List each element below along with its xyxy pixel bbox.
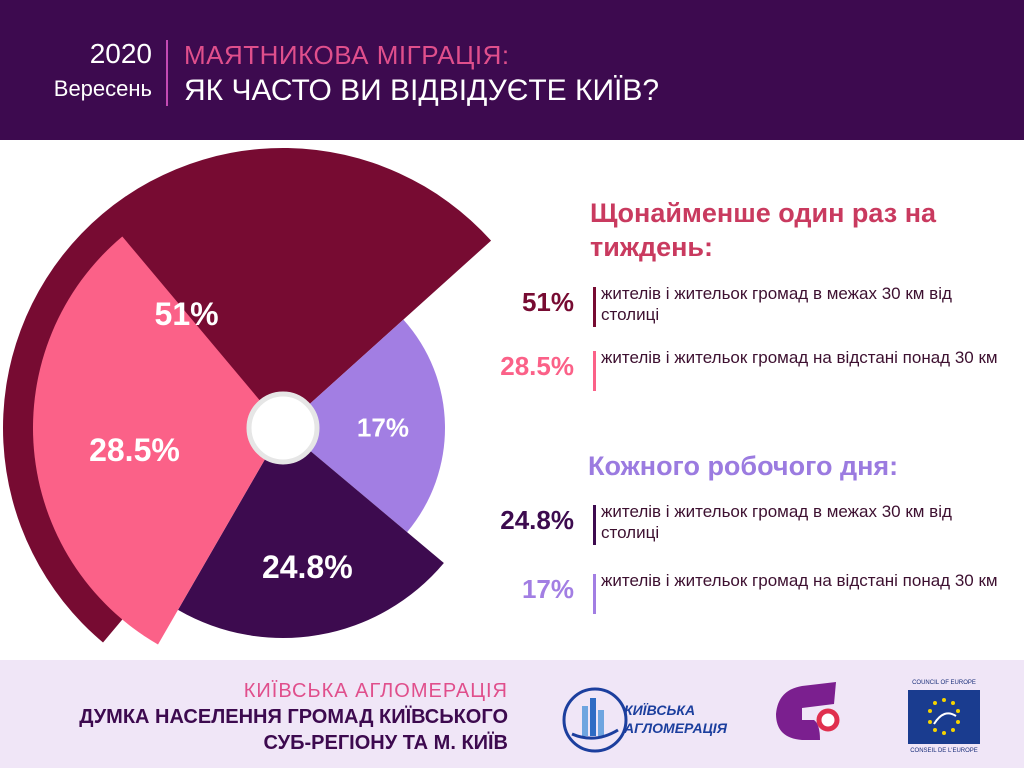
- pie-label-3: 24.8%: [262, 549, 353, 585]
- pie-slice-4: [32, 236, 283, 645]
- legend-item-1-text: жителів і жительок громад в межах 30 км …: [601, 284, 952, 324]
- legend-item-4-bar: [593, 574, 596, 614]
- pie-label-2: 17%: [357, 413, 409, 443]
- legend-item-3-bar: [593, 505, 596, 545]
- footer-line-3: СУБ-РЕГІОНУ ТА М. КИЇВ: [263, 732, 508, 754]
- weekly-heading: Щонайменше один раз на тиждень:: [590, 198, 937, 262]
- year-label: 2020: [89, 38, 152, 69]
- header-banner: 2020 Вересень МАЯТНИКОВА МІГРАЦІЯ: ЯК ЧА…: [0, 0, 1024, 140]
- legend-item-2-text: жителів і жительок громад на відстані по…: [601, 348, 998, 367]
- legend-item-2: 28.5% жителів і жительок громад на відст…: [480, 347, 1020, 391]
- pie-label-4: 28.5%: [89, 432, 180, 468]
- council-of-europe-logo: [908, 690, 980, 744]
- title-line-1: МАЯТНИКОВА МІГРАЦІЯ:: [184, 40, 510, 70]
- kyiv-logo-text-2: АГЛОМЕРАЦІЯ: [624, 720, 727, 736]
- legend-item-3: 24.8% жителів і жительок громад в межах …: [480, 501, 1020, 545]
- coe-top-text: COUNCIL OF EUROPE: [912, 680, 976, 686]
- pie-chart: 51% 17% 24.8% 28.5%: [0, 140, 560, 660]
- legend-item-1-bar: [593, 287, 596, 327]
- pie-center-hole: [246, 391, 320, 465]
- legend-item-2-pct: 28.5%: [500, 351, 574, 381]
- legend-item-2-bar: [593, 351, 596, 391]
- legend-item-1: 51% жителів і жительок громад в межах 30…: [480, 283, 1020, 327]
- footer-line-2: ДУМКА НАСЕЛЕННЯ ГРОМАД КИЇВСЬКОГО: [79, 706, 508, 728]
- pie-slice-2: [283, 319, 445, 533]
- pie-label-1: 51%: [155, 296, 219, 332]
- daily-heading: Кожного робочого дня:: [588, 451, 899, 481]
- title-line-2: ЯК ЧАСТО ВИ ВІДВІДУЄТЕ КИЇВ?: [184, 74, 660, 107]
- kyiv-logo-text-1: КИЇВСЬКА: [624, 702, 696, 718]
- legend-item-4-text: жителів і жительок громад на відстані по…: [601, 571, 998, 590]
- footer-line-1: КИЇВСЬКА АГЛОМЕРАЦІЯ: [243, 680, 508, 702]
- footer-band: КИЇВСЬКА АГЛОМЕРАЦІЯ ДУМКА НАСЕЛЕННЯ ГРО…: [0, 660, 1024, 768]
- month-label: Вересень: [53, 76, 152, 101]
- coe-bottom-text: CONSEIL DE L'EUROPE: [910, 748, 978, 754]
- kyiv-agglomeration-logo: [562, 687, 628, 753]
- partner-logo: [776, 682, 840, 740]
- legend-item-4: 17% жителів і жительок громад на відстан…: [480, 570, 1020, 614]
- legend-item-3-pct: 24.8%: [500, 505, 574, 535]
- header-divider: [166, 40, 168, 106]
- legend-item-4-pct: 17%: [521, 574, 574, 604]
- pie-slice-3: [178, 428, 444, 638]
- legend-item-3-text: жителів і жительок громад в межах 30 км …: [601, 502, 952, 542]
- pie-chart-svg: 51% 17% 24.8% 28.5%: [2, 147, 492, 645]
- legend-item-1-pct: 51%: [521, 287, 574, 317]
